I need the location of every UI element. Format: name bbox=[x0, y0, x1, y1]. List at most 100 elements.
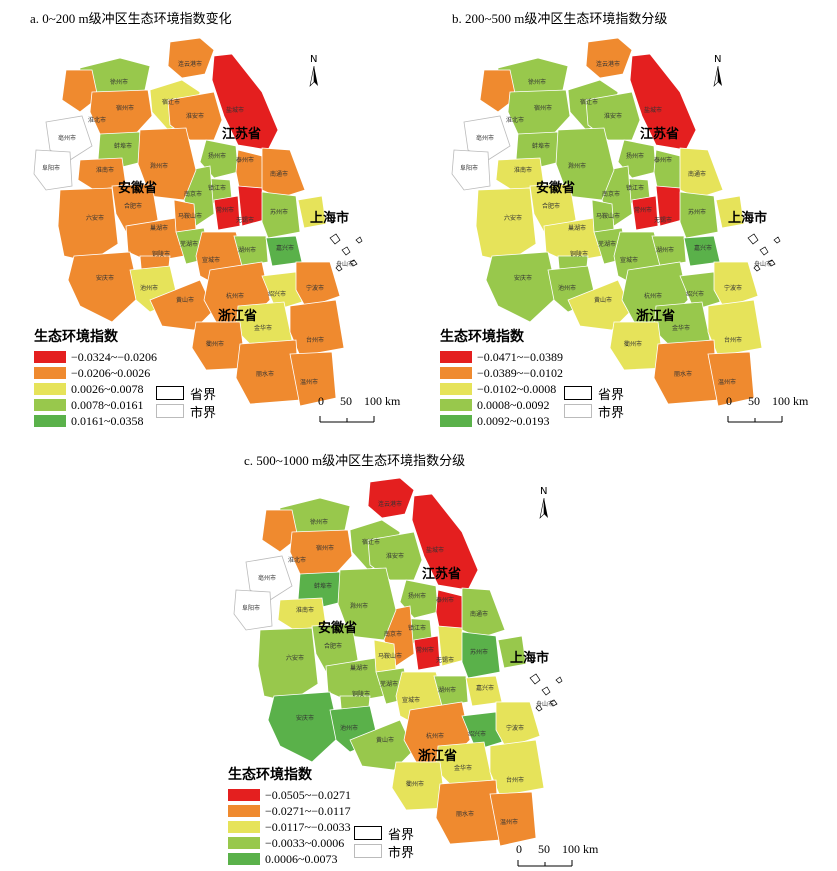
svg-text:宁波市: 宁波市 bbox=[724, 284, 742, 292]
province-boundary-label: 省界 bbox=[190, 387, 217, 403]
legend: 生态环境指数 −0.0471~−0.0389 −0.0389~−0.0102 −… bbox=[440, 326, 563, 429]
svg-text:蚌埠市: 蚌埠市 bbox=[114, 142, 132, 150]
svg-text:宣城市: 宣城市 bbox=[402, 696, 420, 704]
region-quzhou bbox=[191, 321, 247, 371]
svg-text:马鞍山市: 马鞍山市 bbox=[596, 212, 620, 220]
svg-text:南京市: 南京市 bbox=[384, 630, 402, 638]
svg-text:江苏省: 江苏省 bbox=[640, 126, 679, 142]
legend-label: −0.0324~−0.0206 bbox=[71, 349, 158, 364]
map-a: 江苏省 安徽省 浙江省 上海市 连云港市 徐州市 宿迁市 淮安市 盐城市 扬州市… bbox=[33, 37, 363, 407]
label-zhejiang: 浙江省 bbox=[218, 308, 257, 324]
svg-text:丽水市: 丽水市 bbox=[456, 810, 474, 818]
legend-title: 生态环境指数 bbox=[440, 329, 524, 345]
panel-title: a. 0~200 m级冲区生态环境指数变化 bbox=[30, 11, 232, 26]
svg-text:杭州市: 杭州市 bbox=[426, 732, 444, 740]
svg-text:芜湖市: 芜湖市 bbox=[598, 240, 616, 248]
svg-text:合肥市: 合肥市 bbox=[324, 642, 342, 650]
svg-text:南京市: 南京市 bbox=[602, 190, 620, 198]
svg-text:常州市: 常州市 bbox=[216, 206, 234, 214]
region-shanghai bbox=[297, 195, 327, 229]
svg-text:宿迁市: 宿迁市 bbox=[580, 98, 598, 106]
svg-text:池州市: 池州市 bbox=[340, 724, 358, 732]
svg-text:淮北市: 淮北市 bbox=[88, 116, 106, 124]
svg-text:安徽省: 安徽省 bbox=[536, 180, 575, 196]
region-huangshan bbox=[149, 279, 215, 331]
region-chuzhou bbox=[137, 127, 197, 201]
svg-text:浙江省: 浙江省 bbox=[636, 308, 675, 324]
svg-text:池州市: 池州市 bbox=[140, 284, 158, 292]
svg-text:湖州市: 湖州市 bbox=[656, 246, 674, 254]
boundary-legend: 省界 市界 bbox=[564, 384, 624, 421]
svg-text:徐州市: 徐州市 bbox=[310, 518, 328, 526]
panel-c: c. 500~1000 m级冲区生态环境指数分级 bbox=[200, 440, 620, 870]
svg-text:丽水市: 丽水市 bbox=[256, 370, 274, 378]
north-arrow-icon: N bbox=[309, 54, 318, 87]
svg-text:镇江市: 镇江市 bbox=[408, 624, 426, 632]
svg-text:宁波市: 宁波市 bbox=[306, 284, 324, 292]
legend: 生态环境指数 −0.0324~−0.0206 −0.0206~0.0026 0.… bbox=[34, 326, 157, 429]
svg-text:阜阳市: 阜阳市 bbox=[242, 604, 260, 612]
svg-text:金华市: 金华市 bbox=[254, 324, 272, 332]
region-huaibei bbox=[61, 69, 99, 113]
legend: 生态环境指数 −0.0505~−0.0271 −0.0271~−0.0117 −… bbox=[228, 764, 351, 867]
svg-text:马鞍山市: 马鞍山市 bbox=[378, 652, 402, 660]
svg-text:黄山市: 黄山市 bbox=[176, 296, 194, 304]
svg-text:阜阳市: 阜阳市 bbox=[460, 164, 478, 172]
svg-text:宿州市: 宿州市 bbox=[316, 544, 334, 552]
svg-text:衢州市: 衢州市 bbox=[206, 340, 224, 348]
svg-text:南京市: 南京市 bbox=[184, 190, 202, 198]
svg-text:巢湖市: 巢湖市 bbox=[150, 224, 168, 232]
swatch bbox=[34, 351, 66, 363]
svg-text:徐州市: 徐州市 bbox=[528, 78, 546, 86]
svg-text:镇江市: 镇江市 bbox=[208, 184, 226, 192]
svg-text:嘉兴市: 嘉兴市 bbox=[476, 684, 494, 692]
svg-text:镇江市: 镇江市 bbox=[626, 184, 644, 192]
svg-text:淮南市: 淮南市 bbox=[296, 606, 314, 614]
svg-text:徐州市: 徐州市 bbox=[110, 78, 128, 86]
region-bozhou bbox=[45, 115, 93, 161]
svg-text:巢湖市: 巢湖市 bbox=[568, 224, 586, 232]
swatch bbox=[34, 367, 66, 379]
svg-text:南通市: 南通市 bbox=[470, 610, 488, 618]
svg-text:嘉兴市: 嘉兴市 bbox=[276, 244, 294, 252]
svg-text:亳州市: 亳州市 bbox=[476, 134, 494, 142]
region-lianyungang bbox=[167, 37, 215, 79]
region-luan bbox=[57, 187, 119, 263]
svg-text:嘉兴市: 嘉兴市 bbox=[694, 244, 712, 252]
svg-text:台州市: 台州市 bbox=[306, 336, 324, 344]
svg-text:衢州市: 衢州市 bbox=[624, 340, 642, 348]
svg-text:舟山市: 舟山市 bbox=[336, 260, 354, 268]
svg-text:上海市: 上海市 bbox=[728, 210, 767, 226]
svg-text:黄山市: 黄山市 bbox=[376, 736, 394, 744]
svg-text:亳州市: 亳州市 bbox=[58, 134, 76, 142]
map-c: 江苏省 安徽省 浙江省 上海市 连云港市 徐州市 宿迁市 淮安市 盐城市 扬州市… bbox=[233, 477, 563, 847]
svg-text:淮北市: 淮北市 bbox=[288, 556, 306, 564]
svg-text:安徽省: 安徽省 bbox=[318, 620, 357, 636]
svg-text:常州市: 常州市 bbox=[634, 206, 652, 214]
svg-text:N: N bbox=[540, 486, 547, 497]
panel-a: a. 0~200 m级冲区生态环境指数变化 bbox=[0, 0, 418, 430]
svg-text:温州市: 温州市 bbox=[500, 818, 518, 826]
legend-title: 生态环境指数 bbox=[228, 767, 312, 783]
svg-text:台州市: 台州市 bbox=[724, 336, 742, 344]
svg-text:N: N bbox=[714, 54, 721, 65]
svg-text:连云港市: 连云港市 bbox=[596, 60, 620, 68]
svg-text:泰州市: 泰州市 bbox=[236, 156, 254, 164]
svg-text:宣城市: 宣城市 bbox=[202, 256, 220, 264]
svg-text:马鞍山市: 马鞍山市 bbox=[178, 212, 202, 220]
svg-text:舟山市: 舟山市 bbox=[754, 260, 772, 268]
swatch bbox=[34, 399, 66, 411]
svg-text:上海市: 上海市 bbox=[510, 650, 549, 666]
svg-text:合肥市: 合肥市 bbox=[542, 202, 560, 210]
boundary-legend: 省界 市界 bbox=[156, 384, 217, 421]
legend-title: 生态环境指数 bbox=[34, 329, 118, 345]
swatch bbox=[34, 415, 66, 427]
svg-text:衢州市: 衢州市 bbox=[406, 780, 424, 788]
svg-text:蚌埠市: 蚌埠市 bbox=[314, 582, 332, 590]
boundary-legend: 省界 市界 bbox=[354, 824, 414, 861]
panel-title: c. 500~1000 m级冲区生态环境指数分级 bbox=[244, 453, 466, 468]
region-anqing bbox=[67, 251, 141, 323]
svg-text:阜阳市: 阜阳市 bbox=[42, 164, 60, 172]
svg-text:浙江省: 浙江省 bbox=[418, 748, 457, 764]
svg-text:芜湖市: 芜湖市 bbox=[180, 240, 198, 248]
